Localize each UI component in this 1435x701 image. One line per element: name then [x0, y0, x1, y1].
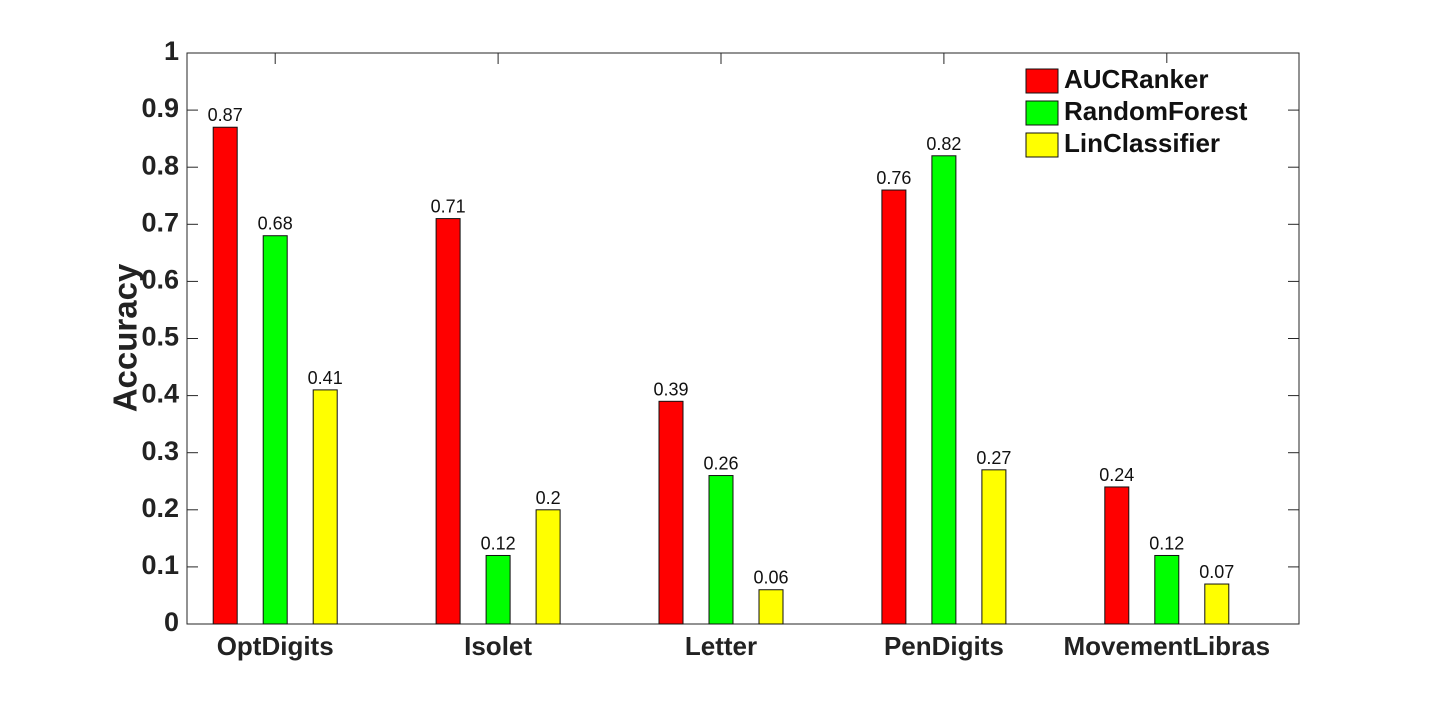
y-tick-label: 0.2	[141, 493, 179, 523]
bar	[212, 126, 238, 625]
y-tick-label: 0.4	[141, 379, 179, 409]
bar	[881, 189, 907, 625]
y-tick-label: 0.7	[141, 207, 179, 237]
y-tick-label: 0.5	[141, 322, 179, 352]
legend-label: LinClassifier	[1064, 128, 1220, 158]
data-label: 0.24	[1099, 465, 1134, 485]
legend-label: RandomForest	[1064, 96, 1248, 126]
y-tick-label: 0	[164, 607, 179, 637]
y-tick-label: 0.9	[141, 93, 179, 123]
data-label: 0.71	[431, 197, 466, 217]
data-label: 0.26	[703, 454, 738, 474]
legend-swatch	[1025, 132, 1059, 158]
x-tick-label: Isolet	[464, 631, 532, 661]
legend-swatch	[1025, 100, 1059, 126]
data-label: 0.87	[208, 105, 243, 125]
x-tick-label: PenDigits	[884, 631, 1004, 661]
data-label: 0.41	[308, 368, 343, 388]
data-label: 0.68	[258, 214, 293, 234]
bar	[1154, 554, 1180, 625]
bar	[931, 155, 957, 625]
y-tick-label: 0.6	[141, 265, 179, 295]
x-tick-label: OptDigits	[217, 631, 334, 661]
bar	[1104, 486, 1130, 625]
legend-swatch	[1025, 68, 1059, 94]
data-label: 0.06	[753, 568, 788, 588]
y-tick-label: 0.1	[141, 550, 179, 580]
y-axis: 0 0.1 0.2 0.3 0.4 0.5 0.6 0.7 0.8 0.9 1	[141, 36, 1299, 637]
data-label: 0.27	[976, 448, 1011, 468]
y-axis-label: Accuracy	[107, 263, 144, 412]
data-label: 0.82	[926, 134, 961, 154]
bar	[485, 554, 511, 625]
bar	[262, 235, 288, 625]
bar	[1204, 583, 1230, 625]
data-label: 0.12	[1149, 533, 1184, 553]
data-label: 0.12	[481, 533, 516, 553]
y-tick-label: 0.3	[141, 436, 179, 466]
bar	[708, 475, 734, 625]
y-tick-label: 1	[164, 36, 179, 66]
data-label: 0.2	[536, 488, 561, 508]
data-labels: 0.87 0.68 0.41 0.71 0.12 0.2 0.39 0.26 0.06 0.76 0…	[208, 105, 1235, 588]
legend-label: AUCRanker	[1064, 64, 1209, 94]
data-label: 0.76	[876, 168, 911, 188]
legend-box	[1018, 63, 1280, 161]
x-axis: OptDigits Isolet Letter PenDigits MovementLi…	[217, 53, 1270, 661]
y-tick-label: 0.8	[141, 150, 179, 180]
x-tick-label: MovementLibras	[1063, 631, 1270, 661]
bar	[658, 400, 684, 625]
bar	[535, 509, 561, 625]
bars	[212, 126, 1230, 625]
bar	[981, 469, 1007, 625]
bar	[312, 389, 338, 625]
bar	[435, 218, 461, 625]
x-tick-label: Letter	[685, 631, 757, 661]
data-label: 0.07	[1199, 562, 1234, 582]
bar	[758, 589, 784, 625]
data-label: 0.39	[653, 379, 688, 399]
